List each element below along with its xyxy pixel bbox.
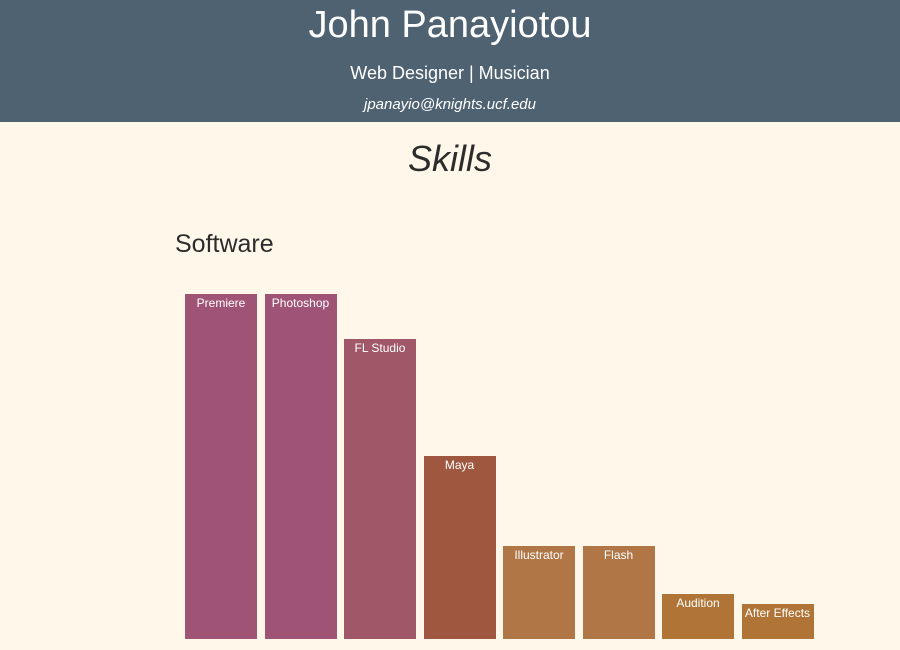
bar-photoshop: Photoshop bbox=[264, 294, 337, 639]
header-name: John Panayiotou bbox=[308, 4, 592, 46]
bar-after-effects: After Effects bbox=[741, 604, 814, 639]
bar-premiere: Premiere bbox=[185, 294, 257, 639]
header: John Panayiotou Web Designer | Musician … bbox=[0, 0, 900, 122]
chart-title: Software bbox=[175, 230, 274, 258]
bar-label-flash: Flash bbox=[603, 548, 634, 562]
bar-label-after-effects: After Effects bbox=[744, 606, 811, 620]
bar-flash: Flash bbox=[582, 546, 655, 639]
bar-label-fl-studio: FL Studio bbox=[354, 341, 406, 355]
bar-label-audition: Audition bbox=[676, 596, 720, 610]
software-skills-chart: Premiere Photoshop FL Studio Maya Illustrato… bbox=[185, 294, 815, 639]
header-email[interactable]: jpanayio@knights.ucf.edu bbox=[363, 96, 536, 113]
bar-fl-studio: FL Studio bbox=[344, 339, 416, 639]
bar-maya: Maya bbox=[423, 456, 496, 639]
bar-label-photoshop: Photoshop bbox=[271, 296, 330, 310]
bar-audition: Audition bbox=[662, 594, 734, 639]
bar-label-maya: Maya bbox=[444, 458, 475, 472]
header-title: Web Designer | Musician bbox=[350, 63, 550, 83]
bar-label-premiere: Premiere bbox=[196, 296, 246, 310]
bar-illustrator: Illustrator bbox=[503, 546, 575, 639]
bar-label-illustrator: Illustrator bbox=[514, 548, 564, 562]
section-title: Skills bbox=[407, 138, 492, 179]
